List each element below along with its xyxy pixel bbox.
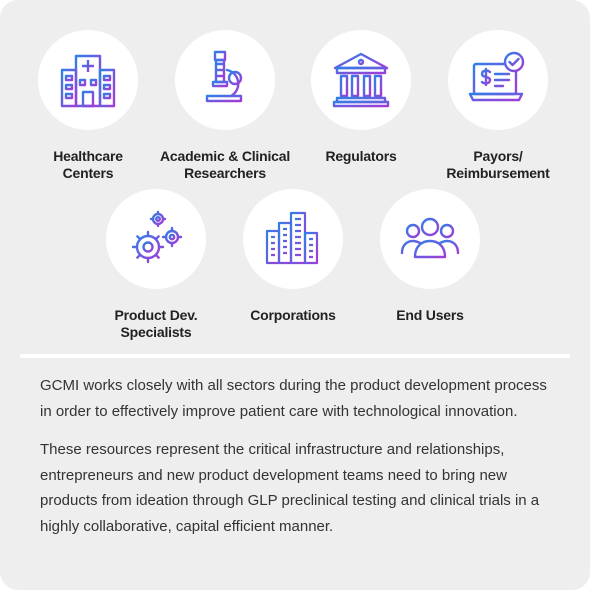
icon-circle bbox=[380, 189, 480, 289]
sector-payors-reimbursement: Payors/ Reimbursement bbox=[423, 30, 573, 182]
sector-label: Academic & Clinical Researchers bbox=[159, 148, 291, 181]
hospital-icon bbox=[60, 54, 116, 108]
sector-healthcare-centers: Healthcare Centers bbox=[13, 30, 163, 182]
sector-product-dev-specialists: Product Dev. Specialists bbox=[81, 189, 231, 341]
icon-circle bbox=[311, 30, 411, 130]
icon-circle bbox=[175, 30, 275, 130]
sector-label: Payors/ Reimbursement bbox=[446, 148, 550, 181]
sector-label: End Users bbox=[396, 307, 464, 323]
city-buildings-icon bbox=[265, 211, 321, 265]
sector-corporations: Corporations bbox=[218, 189, 368, 324]
icon-circle bbox=[448, 30, 548, 130]
sector-label: Healthcare Centers bbox=[53, 148, 123, 181]
microscope-icon bbox=[199, 50, 251, 107]
paragraph: GCMI works closely with all sectors duri… bbox=[40, 377, 547, 420]
government-building-icon bbox=[332, 52, 390, 108]
payment-laptop-icon bbox=[468, 51, 525, 102]
sector-academic-clinical-researchers: Academic & Clinical Researchers bbox=[150, 30, 300, 182]
icon-circle bbox=[243, 189, 343, 289]
sector-regulators: Regulators bbox=[286, 30, 436, 165]
sector-label: Product Dev. Specialists bbox=[114, 307, 198, 340]
paragraph: These resources represent the critical i… bbox=[40, 441, 540, 535]
icon-circle bbox=[38, 30, 138, 130]
icon-circle bbox=[106, 189, 206, 289]
gears-icon bbox=[131, 210, 183, 264]
sector-end-users: End Users bbox=[355, 189, 505, 324]
description: GCMI works closely with all sectors duri… bbox=[40, 373, 560, 552]
divider bbox=[20, 354, 570, 358]
sector-label: Regulators bbox=[325, 148, 397, 164]
sector-label: Corporations bbox=[250, 307, 336, 323]
users-group-icon bbox=[400, 217, 460, 259]
